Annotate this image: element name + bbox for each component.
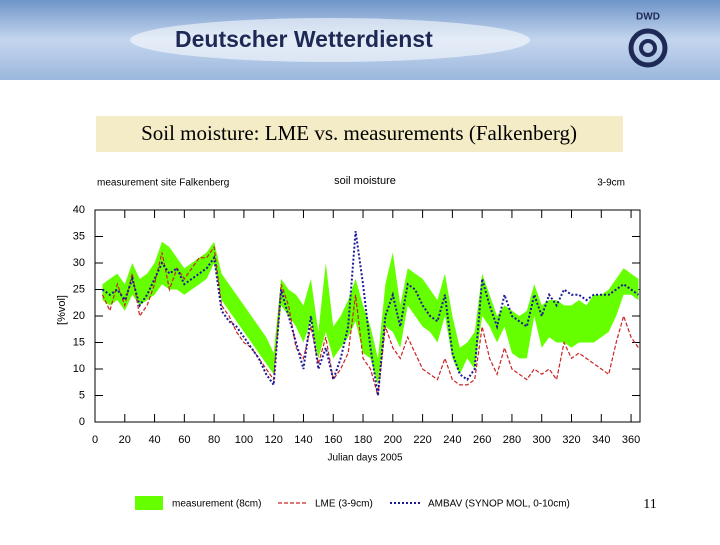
- depth-label: 3-9cm: [597, 178, 625, 189]
- x-tick-label: 220: [413, 434, 431, 446]
- chart: measurement site Falkenberg soil moisture…: [56, 175, 641, 510]
- x-tick-label: 0: [92, 434, 98, 446]
- y-tick-label: 10: [73, 363, 85, 375]
- y-axis-label: [%vol]: [56, 295, 68, 325]
- x-tick-label: 200: [384, 434, 402, 446]
- x-tick-label: 20: [119, 434, 131, 446]
- x-tick-label: 40: [148, 434, 160, 446]
- x-tick-label: 300: [533, 434, 551, 446]
- slide-title: Soil moisture: LME vs. measurements (Fal…: [141, 121, 577, 145]
- y-tick-label: 20: [73, 310, 85, 322]
- x-tick-label: 360: [622, 434, 640, 446]
- x-tick-label: 60: [178, 434, 190, 446]
- site-label: measurement site Falkenberg: [97, 178, 229, 189]
- x-axis-label: Julian days 2005: [327, 453, 402, 464]
- cloud: [130, 18, 530, 62]
- x-tick-label: 280: [503, 434, 521, 446]
- slide-title-box: [96, 116, 623, 152]
- y-tick-label: 25: [73, 283, 85, 295]
- legend-label: LME (3-9cm): [315, 499, 373, 510]
- y-tick-label: 30: [73, 257, 85, 269]
- legend-swatch: [135, 496, 163, 510]
- x-tick-label: 340: [592, 434, 610, 446]
- y-tick-label: 5: [79, 389, 85, 401]
- x-tick-label: 180: [354, 434, 372, 446]
- page-number: 11: [643, 497, 656, 512]
- legend-label: measurement (8cm): [172, 499, 261, 510]
- y-tick-label: 40: [73, 204, 85, 216]
- x-tick-label: 120: [265, 434, 283, 446]
- y-tick-label: 15: [73, 336, 85, 348]
- logo-inner: [639, 39, 657, 57]
- plot-frame: [94, 209, 641, 423]
- series-line: [101, 231, 640, 396]
- x-tick-label: 140: [294, 434, 312, 446]
- x-tick-label: 80: [208, 434, 220, 446]
- chart-title: soil moisture: [334, 175, 396, 187]
- x-tick-label: 260: [473, 434, 491, 446]
- measurement-band: [102, 241, 639, 385]
- logo: [628, 28, 668, 68]
- logo-text: DWD: [636, 12, 660, 23]
- x-tick-label: 160: [324, 434, 342, 446]
- series-line: [101, 245, 640, 396]
- legend-label: AMBAV (SYNOP MOL, 0-10cm): [428, 499, 570, 510]
- x-tick-label: 240: [443, 434, 461, 446]
- y-tick-label: 0: [79, 416, 85, 428]
- y-tick-label: 35: [73, 230, 85, 242]
- header-title: Deutscher Wetterdienst: [175, 26, 433, 52]
- x-tick-label: 100: [235, 434, 253, 446]
- x-tick-label: 320: [562, 434, 580, 446]
